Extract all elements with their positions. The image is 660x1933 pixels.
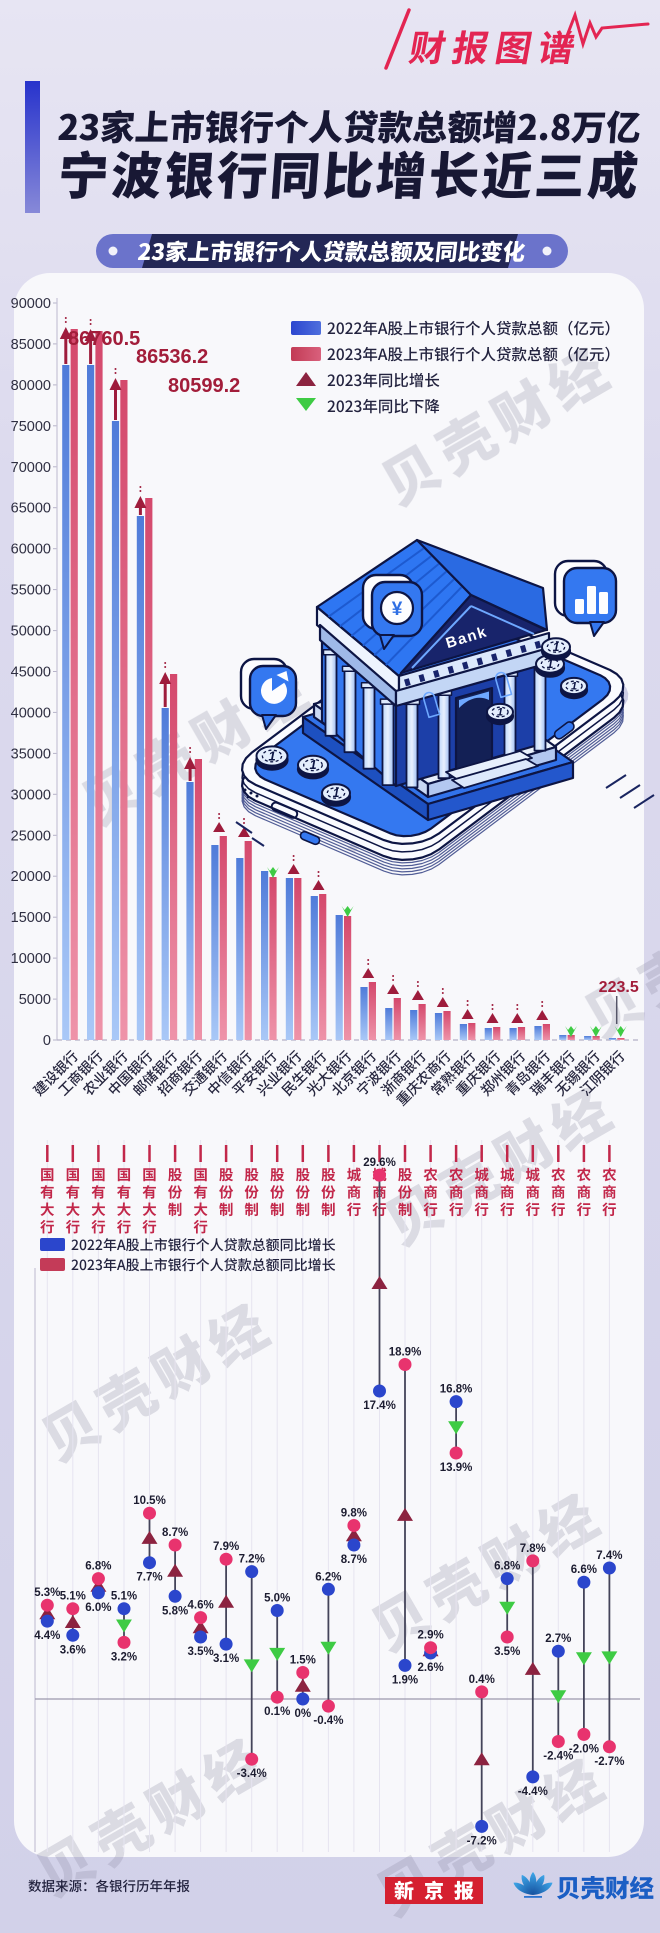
svg-text:1: 1 <box>309 757 316 772</box>
svg-text:4.6%: 4.6% <box>187 1600 213 1612</box>
svg-text:1: 1 <box>497 707 503 719</box>
svg-text:3.5%: 3.5% <box>494 1646 520 1658</box>
svg-text:90000: 90000 <box>11 296 51 312</box>
svg-text:4.4%: 4.4% <box>34 1630 60 1642</box>
svg-text:-7.2%: -7.2% <box>467 1835 497 1847</box>
svg-text:10000: 10000 <box>11 951 51 967</box>
svg-text:7.7%: 7.7% <box>136 1572 162 1584</box>
svg-text:85000: 85000 <box>11 337 51 353</box>
svg-text:60000: 60000 <box>11 542 51 558</box>
svg-text:6.8%: 6.8% <box>85 1561 111 1573</box>
svg-text:15000: 15000 <box>11 910 51 926</box>
svg-text:6.6%: 6.6% <box>571 1564 597 1576</box>
svg-text:8.7%: 8.7% <box>341 1554 367 1566</box>
svg-text:1: 1 <box>333 786 340 800</box>
svg-text:7.8%: 7.8% <box>520 1543 546 1555</box>
svg-text:29.6%: 29.6% <box>363 1157 396 1169</box>
svg-text:0%: 0% <box>294 1708 311 1720</box>
svg-text:65000: 65000 <box>11 501 51 517</box>
svg-text:1.9%: 1.9% <box>392 1674 418 1686</box>
svg-text:16.8%: 16.8% <box>440 1384 473 1396</box>
svg-text:5.3%: 5.3% <box>34 1587 60 1599</box>
svg-text:1: 1 <box>268 748 275 763</box>
svg-text:-2.0%: -2.0% <box>569 1743 599 1755</box>
svg-text:80599.2: 80599.2 <box>168 375 240 397</box>
svg-text:86760.5: 86760.5 <box>68 328 140 350</box>
svg-text:-0.4%: -0.4% <box>313 1715 343 1727</box>
svg-text:45000: 45000 <box>11 665 51 681</box>
svg-text:6.8%: 6.8% <box>494 1561 520 1573</box>
svg-text:3.2%: 3.2% <box>111 1651 137 1663</box>
svg-text:1.5%: 1.5% <box>290 1655 316 1667</box>
svg-text:6.2%: 6.2% <box>315 1571 341 1583</box>
svg-text:0: 0 <box>43 1033 51 1049</box>
svg-text:5.8%: 5.8% <box>162 1605 188 1617</box>
svg-text:2.9%: 2.9% <box>417 1630 443 1642</box>
svg-text:17.4%: 17.4% <box>363 1400 396 1412</box>
svg-text:55000: 55000 <box>11 583 51 599</box>
svg-text:2.7%: 2.7% <box>545 1633 571 1645</box>
svg-text:3.1%: 3.1% <box>213 1653 239 1665</box>
svg-text:10.5%: 10.5% <box>133 1495 166 1507</box>
svg-text:1: 1 <box>547 657 554 671</box>
svg-text:3.6%: 3.6% <box>60 1644 86 1656</box>
svg-text:5.1%: 5.1% <box>111 1591 137 1603</box>
svg-text:-2.4%: -2.4% <box>543 1751 573 1763</box>
svg-text:5.1%: 5.1% <box>60 1591 86 1603</box>
svg-text:5000: 5000 <box>19 992 51 1008</box>
svg-text:2.6%: 2.6% <box>417 1662 443 1674</box>
svg-text:8.7%: 8.7% <box>162 1527 188 1539</box>
svg-text:-3.4%: -3.4% <box>237 1768 267 1780</box>
svg-text:50000: 50000 <box>11 624 51 640</box>
svg-text:7.4%: 7.4% <box>596 1550 622 1562</box>
svg-text:75000: 75000 <box>11 419 51 435</box>
svg-text:80000: 80000 <box>11 378 51 394</box>
svg-text:7.9%: 7.9% <box>213 1541 239 1553</box>
svg-text:6.0%: 6.0% <box>85 1602 111 1614</box>
svg-text:0.1%: 0.1% <box>264 1706 290 1718</box>
svg-text:20000: 20000 <box>11 869 51 885</box>
svg-text:7.2%: 7.2% <box>239 1554 265 1566</box>
svg-text:223.5: 223.5 <box>599 979 639 996</box>
svg-text:1: 1 <box>553 640 560 654</box>
svg-text:18.9%: 18.9% <box>389 1347 422 1359</box>
svg-text:1: 1 <box>571 681 577 693</box>
svg-text:0.4%: 0.4% <box>469 1674 495 1686</box>
svg-text:-2.7%: -2.7% <box>594 1756 624 1768</box>
svg-text:40000: 40000 <box>11 705 51 721</box>
svg-text:25000: 25000 <box>11 828 51 844</box>
svg-text:35000: 35000 <box>11 746 51 762</box>
svg-text:70000: 70000 <box>11 460 51 476</box>
svg-text:13.9%: 13.9% <box>440 1462 473 1474</box>
svg-text:30000: 30000 <box>11 787 51 803</box>
svg-text:-4.4%: -4.4% <box>518 1786 548 1798</box>
svg-text:9.8%: 9.8% <box>341 1508 367 1520</box>
svg-text:¥: ¥ <box>392 599 403 620</box>
svg-text:3.5%: 3.5% <box>187 1646 213 1658</box>
svg-text:5.0%: 5.0% <box>264 1593 290 1605</box>
svg-text:86536.2: 86536.2 <box>136 346 208 368</box>
